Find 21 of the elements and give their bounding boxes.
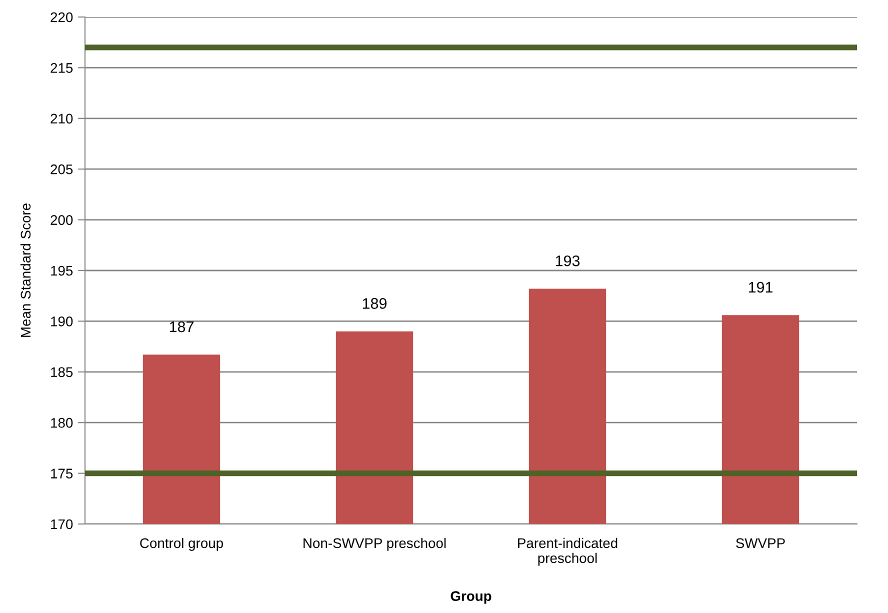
y-tick-label: 220 xyxy=(50,12,73,22)
y-tick-label: 175 xyxy=(51,468,73,478)
y-tick-label: 205 xyxy=(50,164,73,174)
y-tick-label: 170 xyxy=(51,519,73,530)
data-label: 191 xyxy=(748,282,772,293)
x-axis-title: Group xyxy=(450,591,492,604)
y-tick-label: 190 xyxy=(51,316,73,326)
x-tick-label: Non-SWVPP preschool xyxy=(304,538,446,551)
y-tick-label: 195 xyxy=(51,266,73,276)
data-label: 187 xyxy=(170,321,194,332)
y-tick-label: 180 xyxy=(51,418,73,428)
data-label: 193 xyxy=(556,255,580,266)
y-tick-label: 200 xyxy=(50,215,73,225)
y-axis-title: Mean Standard Score xyxy=(20,204,31,337)
x-tick-label: Control group xyxy=(140,538,223,551)
y-tick-label: 210 xyxy=(50,114,73,124)
x-tick-label: Parent-indicated preschool xyxy=(518,538,618,566)
y-tick-label: 215 xyxy=(50,63,73,73)
y-tick-label: 185 xyxy=(51,367,73,378)
x-tick-label: SWVPP xyxy=(736,538,785,548)
data-label: 189 xyxy=(362,298,387,309)
